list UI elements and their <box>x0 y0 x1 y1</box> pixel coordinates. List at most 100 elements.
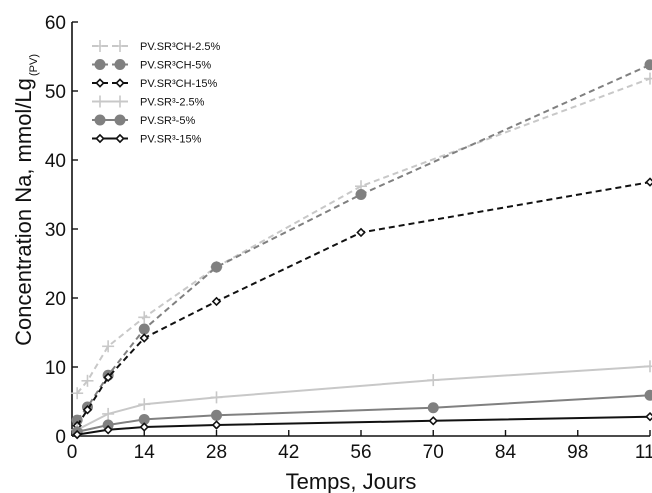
series-line <box>77 415 651 436</box>
legend-item: PV.SR³-15% <box>92 134 202 146</box>
series <box>72 177 652 431</box>
legend-item: PV.SR³-5% <box>92 114 195 127</box>
data-point <box>139 422 149 432</box>
diamond-marker <box>139 333 149 343</box>
legend-item: PV.SR³CH-2.5% <box>92 40 221 53</box>
y-tick-label: 40 <box>45 151 66 172</box>
data-point <box>644 72 652 85</box>
data-point <box>82 405 93 415</box>
x-ticks: 0 14 28 42 56 70 84 98 112 <box>67 430 652 463</box>
legend-label: PV.SR³CH-2.5% <box>140 41 221 53</box>
y-tick-label: 30 <box>45 220 66 241</box>
diamond-marker <box>115 78 125 88</box>
x-tick-label: 112 <box>635 442 652 463</box>
diamond-marker <box>356 227 366 238</box>
data-point <box>81 374 94 387</box>
x-axis-title: Temps, Jours <box>286 469 417 493</box>
x-tick-label: 14 <box>134 442 156 463</box>
data-point <box>428 416 438 426</box>
diamond-marker <box>211 296 222 307</box>
diamond-marker <box>211 420 222 430</box>
series <box>72 411 652 440</box>
data-point <box>644 360 652 373</box>
data-point <box>139 333 149 343</box>
data-point <box>102 407 115 420</box>
legend-label: PV.SR³CH-15% <box>140 78 217 90</box>
circle-marker <box>102 419 114 431</box>
legend-label: PV.SR³-2.5% <box>140 97 205 109</box>
legend-item: PV.SR³-2.5% <box>92 95 205 109</box>
diamond-marker <box>103 372 113 383</box>
diamond-marker <box>139 422 149 432</box>
data-point <box>427 402 439 414</box>
diamond-marker <box>115 133 125 144</box>
legend-item: PV.SR³CH-15% <box>92 78 217 90</box>
diamond-marker <box>645 177 652 187</box>
y-tick-label: 20 <box>45 289 66 310</box>
data-point <box>211 261 222 273</box>
x-tick-label: 56 <box>350 442 371 463</box>
diamond-marker <box>82 405 93 415</box>
x-tick-label: 98 <box>567 442 588 463</box>
circle-marker <box>94 114 106 126</box>
legend-item: PV.SR³CH-5% <box>92 59 211 72</box>
data-point <box>138 413 150 425</box>
series <box>71 360 652 436</box>
data-point <box>103 372 113 383</box>
circle-marker <box>114 114 126 126</box>
data-point <box>138 311 151 324</box>
data-point <box>645 177 652 187</box>
x-tick-label: 70 <box>423 442 444 463</box>
data-point <box>71 387 84 400</box>
circle-marker <box>114 59 126 70</box>
circle-marker <box>644 59 652 71</box>
y-tick-label: 0 <box>55 427 66 448</box>
circle-marker <box>211 261 222 273</box>
circle-marker <box>138 323 150 335</box>
data-point <box>427 374 440 387</box>
y-tick-label: 50 <box>45 82 66 103</box>
y-tick-label: 10 <box>45 358 66 379</box>
diamond-marker <box>95 133 105 144</box>
data-point <box>645 411 652 422</box>
legend-label: PV.SR³-5% <box>140 115 195 127</box>
data-point <box>211 296 222 307</box>
data-point <box>644 59 652 71</box>
data-point <box>103 425 113 435</box>
circle-marker <box>644 389 652 401</box>
diamond-marker <box>95 78 105 88</box>
data-point <box>138 398 151 411</box>
series-line <box>76 365 651 431</box>
legend-label: PV.SR³-15% <box>140 134 202 146</box>
circle-marker <box>94 59 106 70</box>
diamond-marker <box>428 416 438 426</box>
data-point <box>356 227 366 238</box>
legend-label: PV.SR³CH-5% <box>140 60 211 72</box>
data-point <box>644 389 652 401</box>
data-point <box>355 189 367 200</box>
x-tick-label: 84 <box>495 442 517 463</box>
circle-marker <box>427 402 439 414</box>
data-point <box>210 391 223 404</box>
data-point <box>211 420 222 430</box>
data-point <box>102 340 115 353</box>
circle-marker <box>355 189 367 200</box>
legend: PV.SR³CH-2.5% PV.SR³CH-5% PV.SR³CH-15% PV.S… <box>92 40 221 146</box>
data-point <box>138 323 150 335</box>
diamond-marker <box>72 429 82 440</box>
circle-marker <box>211 409 222 421</box>
series <box>71 72 652 400</box>
circle-marker <box>138 413 150 425</box>
x-tick-label: 42 <box>278 442 299 463</box>
y-axis-title: Concentration Na, mmol/Lg <box>11 78 36 346</box>
y-ticks: 0 10 20 30 40 50 60 <box>45 13 78 448</box>
data-point <box>72 429 82 440</box>
y-axis-title-group: Concentration Na, mmol/Lg (PV) <box>11 54 40 346</box>
diamond-marker <box>103 425 113 435</box>
plot-series <box>71 59 652 440</box>
data-point <box>211 409 222 421</box>
y-axis-subscript: (PV) <box>28 54 40 76</box>
x-tick-label: 28 <box>206 442 227 463</box>
data-point <box>102 419 114 431</box>
